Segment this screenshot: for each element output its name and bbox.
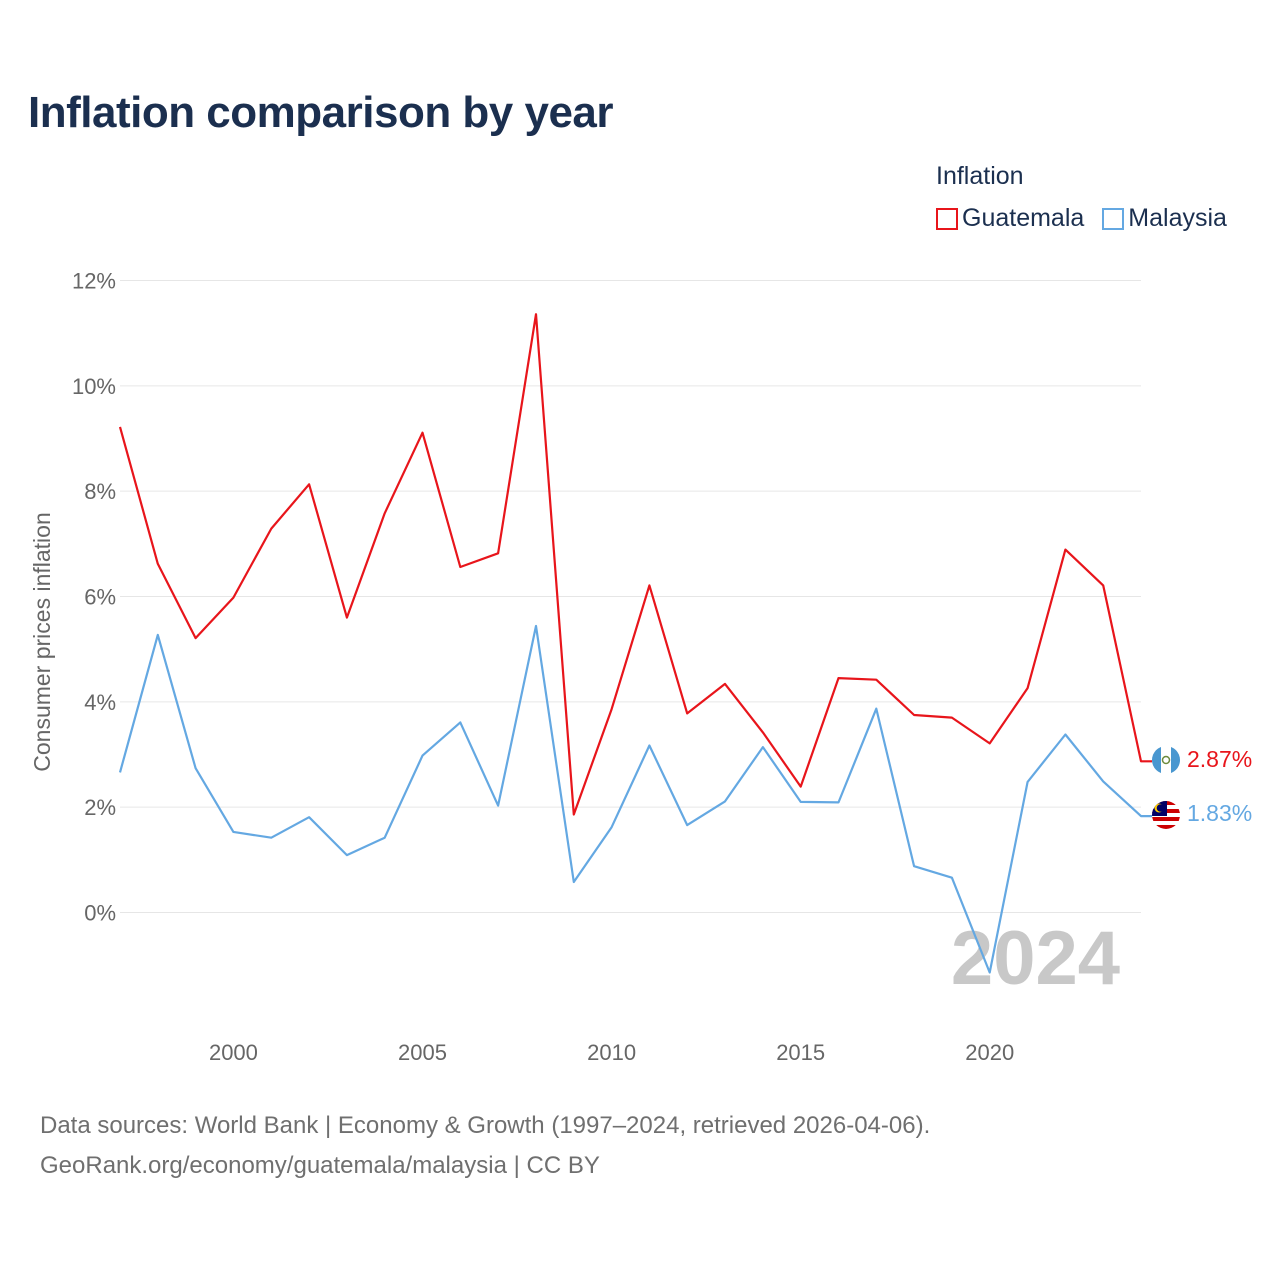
- y-axis-ticks: 0% 2% 4% 6% 8% 10% 12%: [72, 269, 116, 926]
- legend: Guatemala Malaysia: [936, 204, 1245, 233]
- y-tick-label: 8%: [84, 479, 116, 504]
- source-line-1: Data sources: World Bank | Economy & Gro…: [40, 1112, 931, 1139]
- y-tick-label: 6%: [84, 585, 116, 610]
- x-tick-label: 2020: [965, 1040, 1014, 1065]
- end-label-malaysia: 1.83%: [1187, 800, 1252, 826]
- source-line-2[interactable]: GeoRank.org/economy/guatemala/malaysia |…: [40, 1152, 600, 1179]
- y-tick-label: 12%: [72, 269, 116, 294]
- series-lines: [118, 313, 1152, 974]
- series-line-malaysia[interactable]: [118, 624, 1152, 974]
- malaysia-flag-icon: [1152, 801, 1180, 829]
- y-tick-label: 0%: [84, 901, 116, 926]
- chart-title: Inflation comparison by year: [28, 88, 614, 137]
- legend-item-malaysia[interactable]: Malaysia: [1102, 204, 1227, 233]
- x-tick-label: 2010: [587, 1040, 636, 1065]
- current-year-watermark: 2024: [951, 916, 1120, 1001]
- x-tick-label: 2015: [776, 1040, 825, 1065]
- grid-lines: [120, 280, 1141, 913]
- x-tick-label: 2000: [209, 1040, 258, 1065]
- legend-title: Inflation: [936, 162, 1024, 190]
- guatemala-flag-icon: [1152, 746, 1180, 774]
- y-tick-label: 2%: [84, 795, 116, 820]
- legend-item-guatemala[interactable]: Guatemala: [936, 204, 1084, 233]
- series-line-guatemala[interactable]: [118, 313, 1152, 816]
- legend-label-malaysia: Malaysia: [1128, 204, 1227, 232]
- end-label-guatemala: 2.87%: [1187, 746, 1252, 772]
- y-axis-label: Consumer prices inflation: [29, 512, 55, 772]
- data-source-note: Data sources: World Bank | Economy & Gro…: [40, 1106, 930, 1186]
- y-tick-label: 10%: [72, 374, 116, 399]
- legend-swatch-guatemala: [936, 207, 958, 230]
- x-axis-ticks: 2000 2005 2010 2015 2020: [209, 1040, 1014, 1065]
- legend-label-guatemala: Guatemala: [962, 204, 1085, 232]
- y-tick-label: 4%: [84, 690, 116, 715]
- x-tick-label: 2005: [398, 1040, 447, 1065]
- legend-swatch-malaysia: [1102, 207, 1125, 230]
